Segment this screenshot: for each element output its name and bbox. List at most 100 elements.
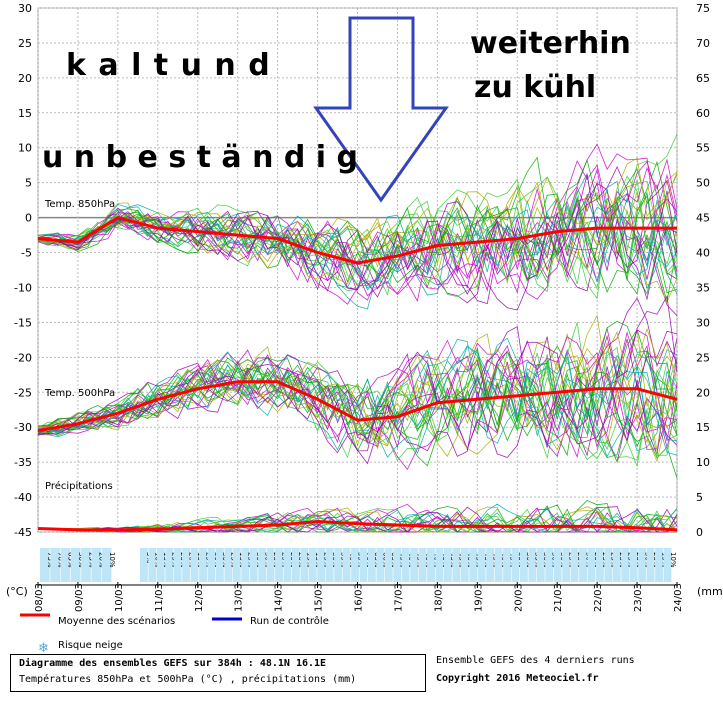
footer-copyright: Copyright 2016 Meteociel.fr <box>436 673 599 684</box>
left-tick-label: -25 <box>14 386 32 399</box>
snow-risk-cell <box>503 548 511 582</box>
snow-risk-cell <box>604 548 613 582</box>
x-date-label: 10/03 <box>114 583 125 612</box>
snow-risk-cell <box>216 548 224 582</box>
snow-risk-label: 25% <box>87 552 95 568</box>
right-tick-label: 75 <box>696 2 710 15</box>
ensemble-member-line <box>37 143 678 305</box>
snow-risk-cell <box>308 548 317 582</box>
left-tick-label: 25 <box>18 37 32 50</box>
footer-title: Diagramme des ensembles GEFS sur 384h : … <box>19 658 327 669</box>
panel-label-t500: Temp. 500hPa <box>44 388 115 399</box>
x-date-label: 23/03 <box>633 583 644 612</box>
snow-risk-label: 20% <box>98 552 106 568</box>
ensemble-member-line <box>37 342 678 458</box>
snow-risk-cell <box>351 548 359 582</box>
annotation-unbestaendig: u n b e s t ä n d i g <box>42 140 359 175</box>
snow-risk-cell <box>224 548 233 582</box>
x-date-label: 16/03 <box>354 583 365 612</box>
right-tick-label: 45 <box>696 212 710 225</box>
snow-risk-cell <box>173 548 182 582</box>
snow-risk-cell <box>520 548 528 582</box>
mean-line <box>37 216 677 265</box>
snow-risk-cell <box>596 548 604 582</box>
snow-risk-cell <box>60 548 71 582</box>
left-tick-label: -10 <box>14 281 32 294</box>
snow-risk-label: 65% <box>67 552 75 568</box>
snow-risk-cell <box>258 548 267 582</box>
left-tick-label: 20 <box>18 72 32 85</box>
snow-risk-cell <box>199 548 207 582</box>
snow-risk-label: 10% <box>669 552 677 568</box>
x-date-label: 19/03 <box>473 583 484 612</box>
ensemble-members <box>37 134 678 533</box>
ensemble-member-line <box>37 326 678 448</box>
snow-risk-cell <box>562 548 571 582</box>
snow-risk-cell <box>638 548 647 582</box>
ensemble-member-line <box>37 367 678 468</box>
snow-risk-cell <box>40 548 50 582</box>
right-tick-label: 0 <box>696 526 703 539</box>
left-tick-label: -20 <box>14 351 32 364</box>
snow-risk-cell <box>629 548 638 582</box>
ensemble-member-line <box>37 158 678 303</box>
x-date-label: 08/03 <box>34 583 45 612</box>
annotation-kalt-und: k a l t u n d <box>66 48 271 83</box>
right-tick-label: 70 <box>696 37 710 50</box>
snow-risk-cell <box>101 548 112 582</box>
snow-risk-cell <box>418 548 427 582</box>
snow-risk-cell <box>452 548 461 582</box>
x-date-label: 18/03 <box>433 583 444 612</box>
snow-risk-cell <box>283 548 292 582</box>
mean-line <box>37 380 678 433</box>
x-date-label: 11/03 <box>154 583 165 612</box>
x-date-label: 12/03 <box>194 583 205 612</box>
right-tick-label: 40 <box>696 247 710 260</box>
footer-box: Diagramme des ensembles GEFS sur 384h : … <box>10 654 426 692</box>
snow-risk-cell <box>486 548 495 582</box>
x-date-label: 14/03 <box>274 583 285 612</box>
snow-risk-cell <box>182 548 191 582</box>
x-date-label: 20/03 <box>513 583 524 612</box>
right-tick-label: 25 <box>696 351 710 364</box>
left-tick-label: 30 <box>18 2 32 15</box>
panel-label-t850: Temp. 850hPa <box>44 199 115 210</box>
left-tick-label: 0 <box>25 212 32 225</box>
ensemble-member-line <box>37 179 678 298</box>
legend-control-label: Run de contrôle <box>250 616 329 627</box>
left-tick-label: 15 <box>18 107 32 120</box>
ensemble-member-line <box>37 295 678 465</box>
right-tick-label: 5 <box>696 491 703 504</box>
legend-snow-label: Risque neige <box>58 640 123 651</box>
snow-risk-label: 30% <box>77 552 85 568</box>
ensemble-member-line <box>37 172 678 291</box>
snow-risk-label: 70% <box>56 552 64 568</box>
snow-risk-cell <box>410 548 419 582</box>
ensemble-member-line <box>37 506 677 533</box>
ensemble-member-line <box>37 197 678 289</box>
snow-risk-cell <box>536 548 545 582</box>
right-tick-label: 15 <box>696 421 710 434</box>
snow-risk-row: 75%70%65%30%25%20%10%5%10%15%25%25%20%15… <box>40 548 677 582</box>
snow-risk-cell <box>292 548 300 582</box>
right-tick-label: 35 <box>696 281 710 294</box>
annotation-zu-kuehl: zu kühl <box>474 70 597 105</box>
right-tick-label: 10 <box>696 456 710 469</box>
x-date-label: 21/03 <box>553 583 564 612</box>
snow-risk-cell <box>342 548 351 582</box>
left-tick-label: -40 <box>14 491 32 504</box>
x-date-label: 13/03 <box>234 583 245 612</box>
left-unit-label: (°C) <box>6 585 28 598</box>
snow-risk-cell <box>545 548 554 582</box>
annotation-weiterhin: weiterhin <box>470 26 631 61</box>
x-date-label: 15/03 <box>314 583 325 612</box>
snow-risk-cell <box>241 548 250 582</box>
snow-risk-cell <box>655 548 663 582</box>
snow-risk-cell <box>444 548 452 582</box>
snow-risk-label: 75% <box>46 552 54 568</box>
ensemble-member-line <box>37 327 678 447</box>
snow-risk-cell <box>275 548 283 582</box>
mean-lines <box>37 216 678 532</box>
